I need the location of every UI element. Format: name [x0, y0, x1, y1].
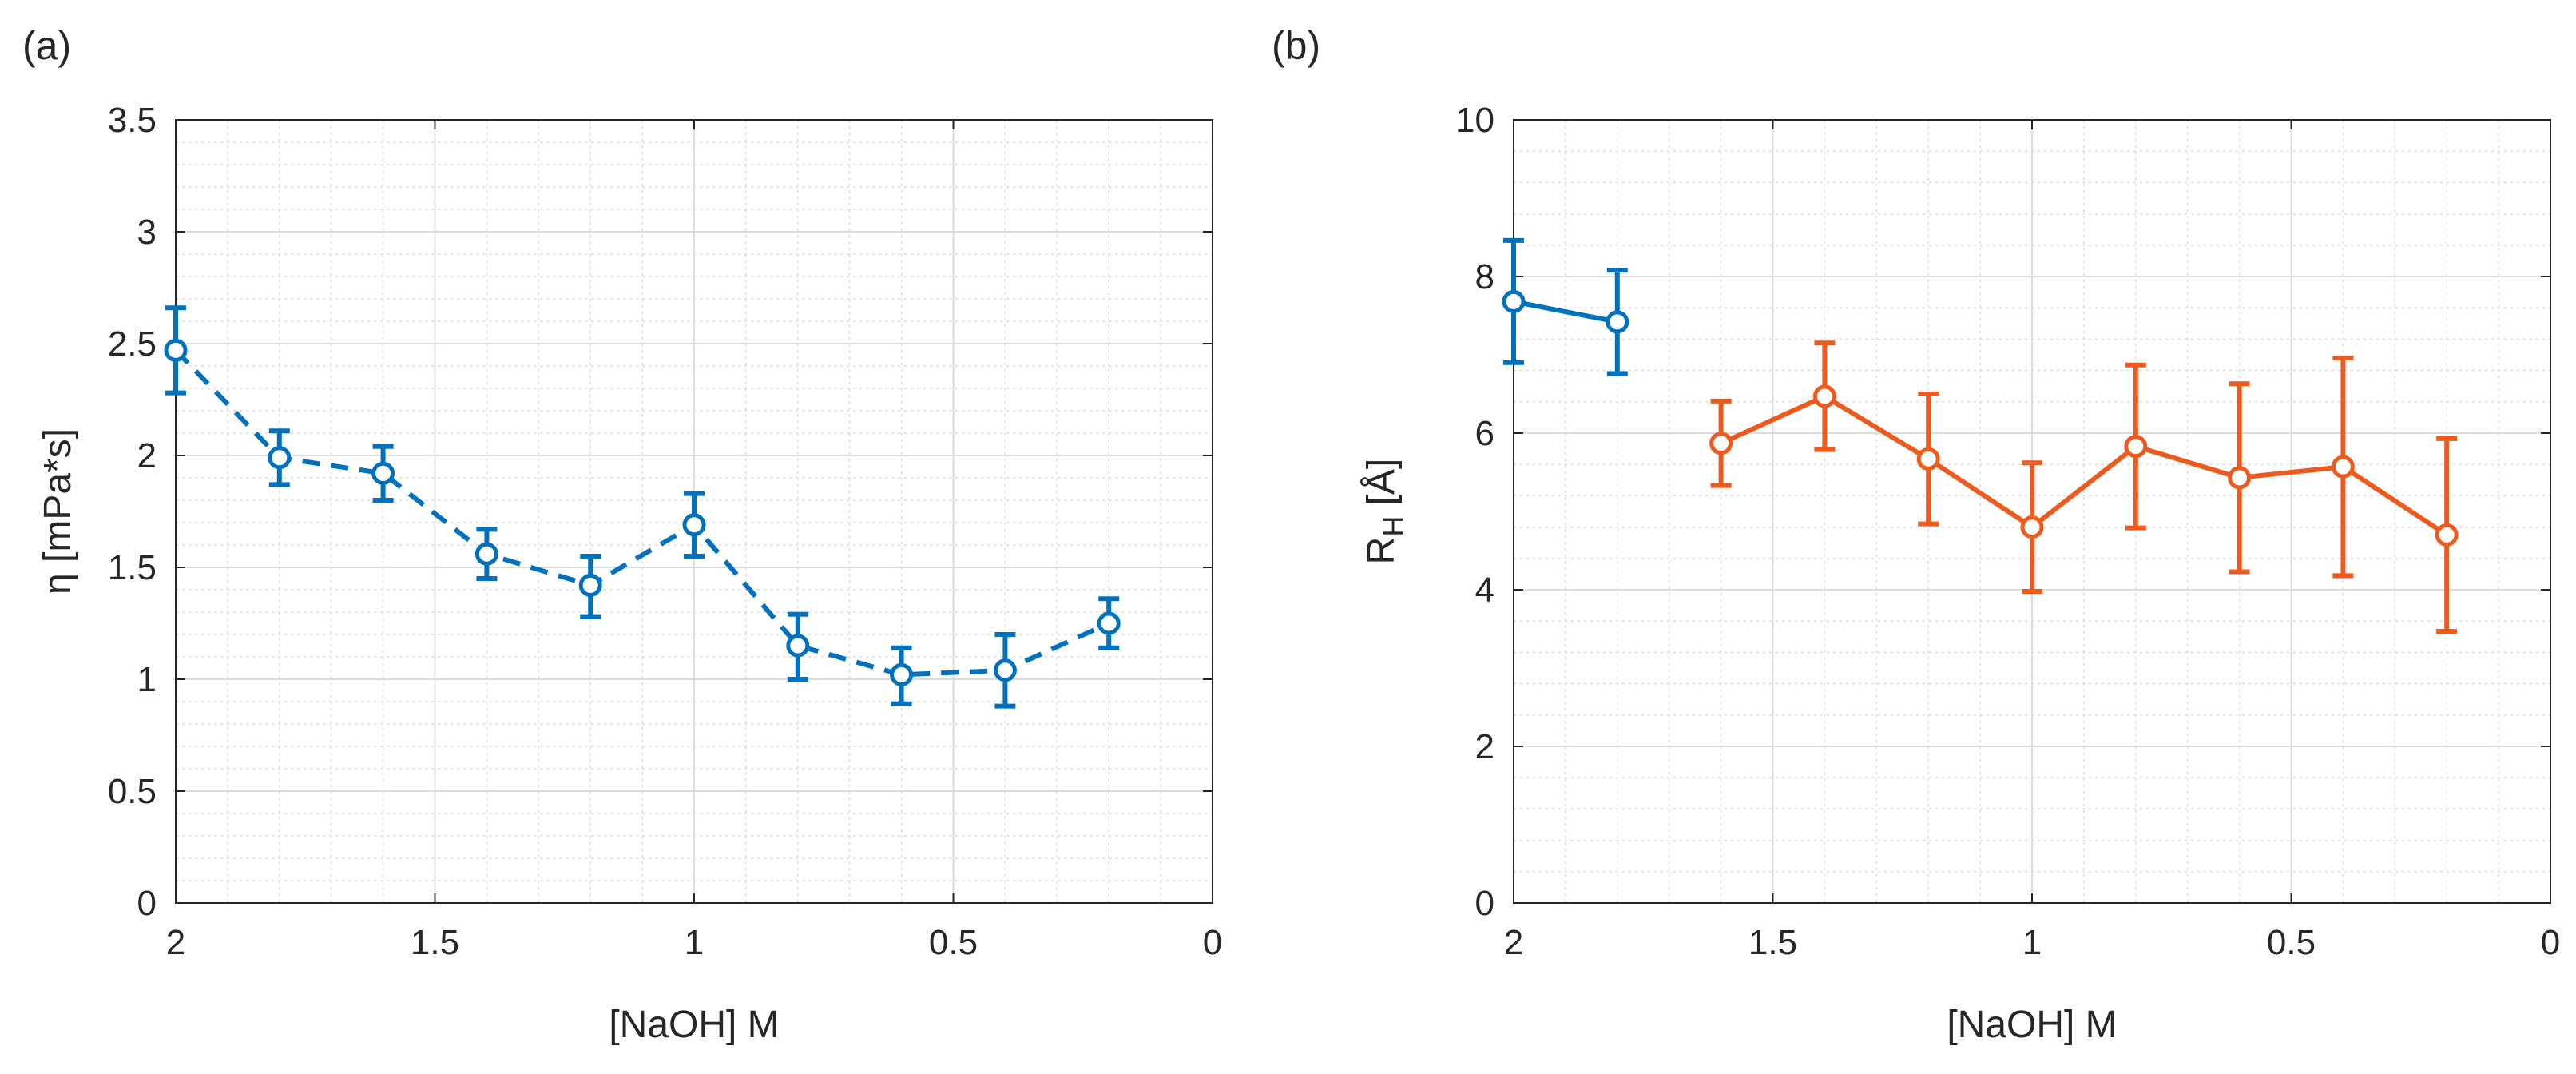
- panel-a-ticks: 2 1.5 1 0.5 0 0 0.5 1 1.5 2 2.5 3 3.5: [108, 101, 1222, 962]
- panel-b-y-tick-label: 0: [1475, 884, 1494, 923]
- panel-b-data-point: [2435, 523, 2459, 547]
- panel-b-data-point: [2020, 515, 2044, 539]
- panel-a-y-tick-label: 2: [137, 436, 157, 475]
- panel-b-y-axis-label: RH [Å]: [1360, 459, 1410, 565]
- panel-b-series-line: [1720, 393, 2448, 537]
- panel-a-data-point: [268, 446, 292, 470]
- panel-b-y-axis-label-main: R: [1360, 537, 1403, 565]
- panel-a-y-tick-label: 2.5: [108, 324, 157, 364]
- panel-b-label: (b): [1272, 23, 1320, 68]
- panel-a-data-point: [474, 542, 498, 566]
- panel-a-x-tick-label: 0.5: [929, 923, 978, 962]
- panel-a-data-point: [1097, 611, 1121, 635]
- panel-b-series-1: [1709, 340, 2459, 634]
- panel-a-x-tick-label: 1.5: [411, 923, 459, 962]
- panel-a-data-point: [786, 634, 810, 658]
- panel-a-series-line: [173, 348, 1110, 678]
- panel-b-y-tick-label: 4: [1475, 571, 1494, 610]
- panel-a-x-tick-label: 0: [1203, 923, 1222, 962]
- panel-b-data-point: [1812, 384, 1836, 408]
- panel-a-series-0: [164, 305, 1121, 709]
- panel-a-y-tick-label: 3.5: [108, 101, 157, 140]
- panel-a-x-tick-label: 1: [685, 923, 704, 962]
- panel-b-series-line: [1513, 299, 1618, 324]
- panel-b-data-point: [2331, 455, 2355, 479]
- panel-a-minor-grid: [176, 120, 1213, 903]
- panel-b-data-point: [1916, 447, 1940, 471]
- panel-b-y-axis-label-unit: [Å]: [1360, 459, 1403, 516]
- panel-b-data-point: [2228, 466, 2252, 490]
- panel-b-data-point: [1606, 310, 1629, 334]
- panel-a: (a) 2 1.5 1 0.5 0 0 0.5 1 1.5 2 2.5 3 3.5 [NaOH] M η…: [22, 23, 1222, 1046]
- panel-a-label: (a): [22, 23, 71, 68]
- panel-a-x-tick-label: 2: [166, 923, 185, 962]
- panel-b-x-tick-label: 2: [1504, 923, 1523, 962]
- panel-b-y-tick-label: 2: [1475, 727, 1494, 766]
- panel-a-y-tick-label: 0.5: [108, 772, 157, 811]
- panel-a-data-point: [993, 658, 1017, 682]
- panel-b-y-tick-label: 8: [1475, 257, 1494, 296]
- panel-a-y-tick-label: 1.5: [108, 548, 157, 587]
- panel-b-y-tick-label: 10: [1455, 101, 1494, 140]
- panel-a-data-point: [682, 513, 706, 537]
- panel-b-data-point: [1709, 432, 1733, 455]
- panel-b-series-0: [1502, 237, 1629, 376]
- panel-a-series: [164, 305, 1121, 709]
- panel-b-y-axis-label-sub: H: [1377, 516, 1410, 537]
- panel-b-x-tick-label: 1.5: [1748, 923, 1797, 962]
- panel-a-data-point: [164, 338, 188, 362]
- panel-b-data-point: [1502, 289, 1526, 313]
- panel-b-x-tick-label: 1: [2022, 923, 2042, 962]
- panel-b-y-tick-label: 6: [1475, 414, 1494, 453]
- panel-a-y-tick-label: 1: [137, 660, 157, 699]
- panel-b-series: [1502, 237, 2459, 634]
- panel-a-y-tick-label: 3: [137, 213, 157, 252]
- panel-a-data-point: [890, 662, 914, 686]
- panel-b-x-tick-label: 0.5: [2267, 923, 2316, 962]
- panel-b-x-axis-label: [NaOH] M: [1947, 1004, 2117, 1046]
- panel-b-data-point: [2124, 435, 2148, 459]
- panel-a-y-tick-label: 0: [137, 884, 157, 923]
- panel-a-data-point: [371, 461, 395, 485]
- panel-b-x-tick-label: 0: [2541, 923, 2560, 962]
- panel-a-y-axis-label: η [mPa*s]: [37, 428, 79, 595]
- panel-a-x-axis-label: [NaOH] M: [609, 1004, 779, 1046]
- panel-a-data-point: [578, 573, 602, 597]
